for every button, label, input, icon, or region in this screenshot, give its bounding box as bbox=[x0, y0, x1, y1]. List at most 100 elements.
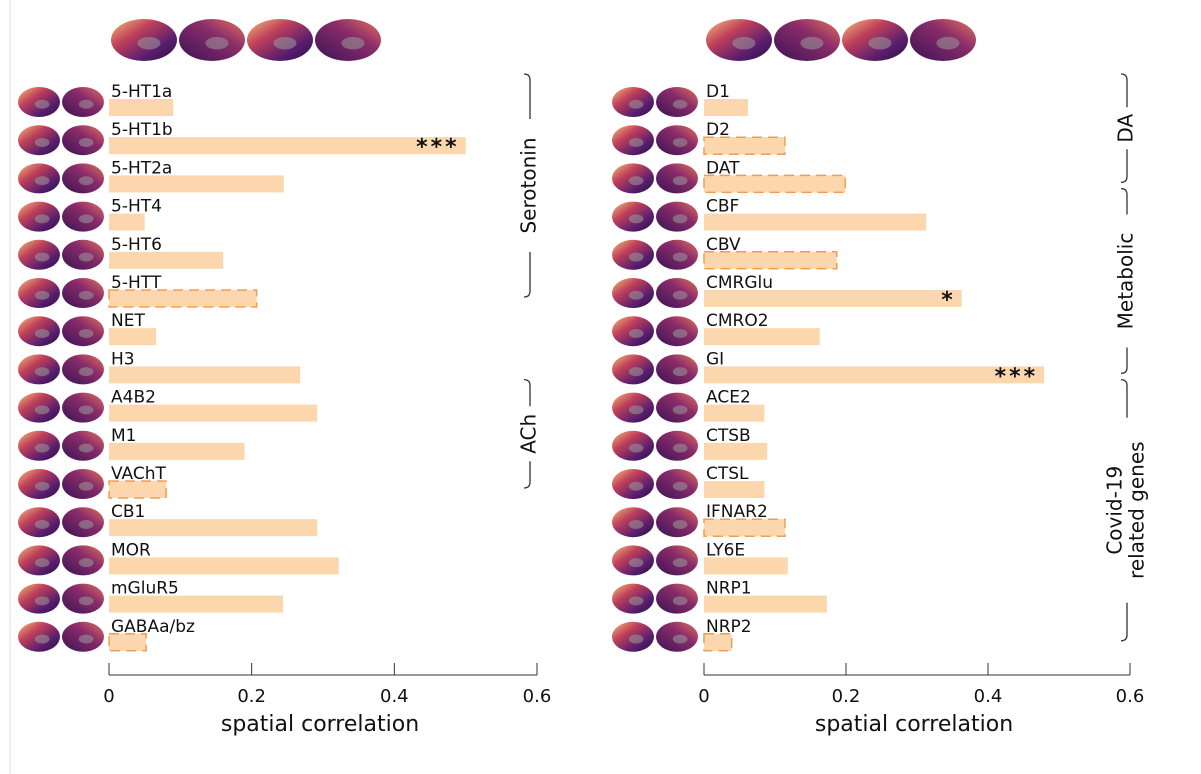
brain-medial bbox=[273, 36, 297, 50]
brain-medial bbox=[341, 36, 365, 50]
bar bbox=[704, 481, 765, 498]
group-bracket bbox=[523, 378, 531, 489]
brain-medial bbox=[628, 558, 644, 568]
group-label: Covid-19 bbox=[1103, 466, 1127, 555]
brain-medial bbox=[34, 214, 50, 224]
group-label: Serotonin bbox=[517, 137, 541, 233]
brain-medial bbox=[628, 328, 644, 338]
category-label: D1 bbox=[706, 82, 730, 102]
brain-medial bbox=[628, 99, 644, 109]
brain-medial bbox=[78, 290, 94, 300]
brain-medial bbox=[34, 99, 50, 109]
bar bbox=[109, 213, 145, 231]
brain-medial bbox=[34, 176, 50, 186]
brain-medial bbox=[628, 596, 644, 606]
x-tick-label: 0.4 bbox=[380, 686, 409, 707]
brain-medial bbox=[672, 137, 688, 147]
brain-medial bbox=[78, 443, 94, 453]
category-label: mGluR5 bbox=[111, 579, 179, 599]
bar bbox=[109, 404, 318, 422]
bar bbox=[703, 518, 786, 537]
category-label: CB1 bbox=[111, 502, 145, 522]
brain-medial bbox=[800, 36, 824, 50]
bar bbox=[109, 519, 318, 537]
brain-medial bbox=[78, 328, 94, 338]
group-label: Metabolic bbox=[1114, 233, 1138, 330]
category-label: DAT bbox=[706, 158, 740, 178]
bar bbox=[109, 99, 174, 116]
brain-medial bbox=[672, 328, 688, 338]
brain-medial bbox=[628, 367, 644, 377]
category-label: IFNAR2 bbox=[706, 502, 768, 522]
category-label: 5-HT6 bbox=[111, 235, 162, 255]
category-label: GI bbox=[706, 349, 724, 369]
category-label: D2 bbox=[706, 120, 730, 140]
bar bbox=[108, 480, 167, 499]
brain-medial bbox=[34, 367, 50, 377]
brain-medial bbox=[672, 481, 688, 491]
category-label: CMRO2 bbox=[706, 311, 769, 331]
bar bbox=[703, 633, 733, 652]
brain-medial bbox=[672, 443, 688, 453]
brain-medial bbox=[628, 634, 644, 644]
brain-medial bbox=[628, 290, 644, 300]
bar bbox=[108, 289, 258, 308]
x-tick-label: 0.2 bbox=[237, 686, 266, 707]
x-axis-label: spatial correlation bbox=[221, 712, 419, 737]
brain-medial bbox=[628, 519, 644, 529]
brain-medial bbox=[868, 36, 892, 50]
brain-medial bbox=[34, 634, 50, 644]
bar bbox=[109, 328, 157, 346]
brain-medial bbox=[78, 99, 94, 109]
brain-medial bbox=[628, 214, 644, 224]
brain-medial bbox=[205, 36, 229, 50]
brain-medial bbox=[34, 558, 50, 568]
brain-medial bbox=[732, 36, 756, 50]
category-label: 5-HT4 bbox=[111, 197, 162, 217]
bar bbox=[703, 251, 838, 270]
bar bbox=[703, 136, 786, 155]
bar bbox=[704, 99, 749, 116]
brain-medial bbox=[672, 252, 688, 262]
bar bbox=[704, 290, 962, 307]
bar bbox=[704, 328, 820, 346]
category-label: 5-HT1a bbox=[111, 82, 172, 102]
bar bbox=[109, 557, 339, 575]
brain-medial bbox=[34, 443, 50, 453]
x-tick-label: 0.6 bbox=[523, 686, 552, 707]
category-label: MOR bbox=[111, 540, 151, 560]
brain-medial bbox=[672, 367, 688, 377]
brain-medial bbox=[34, 519, 50, 529]
bar bbox=[108, 633, 147, 652]
category-label: NRP1 bbox=[706, 579, 752, 599]
category-label: VAChT bbox=[111, 464, 167, 484]
bar bbox=[704, 557, 788, 575]
brain-medial bbox=[672, 176, 688, 186]
group-label: related genes bbox=[1125, 441, 1149, 579]
brain-medial bbox=[672, 99, 688, 109]
bar bbox=[109, 175, 284, 193]
x-tick-label: 0 bbox=[698, 686, 709, 707]
category-label: CTSL bbox=[706, 464, 749, 484]
x-tick-label: 0.4 bbox=[974, 686, 1003, 707]
brain-medial bbox=[672, 558, 688, 568]
brain-medial bbox=[628, 252, 644, 262]
category-label: H3 bbox=[111, 349, 135, 369]
brain-medial bbox=[34, 252, 50, 262]
group-bracket bbox=[1120, 378, 1128, 642]
brain-medial bbox=[628, 176, 644, 186]
category-label: CTSB bbox=[706, 426, 751, 446]
brain-medial bbox=[78, 214, 94, 224]
category-label: GABAa/bz bbox=[111, 617, 195, 637]
brain-medial bbox=[628, 137, 644, 147]
brain-medial bbox=[34, 405, 50, 415]
brain-medial bbox=[672, 290, 688, 300]
brain-medial bbox=[34, 328, 50, 338]
brain-medial bbox=[672, 634, 688, 644]
group-label: ACh bbox=[517, 414, 541, 454]
brain-medial bbox=[628, 405, 644, 415]
x-axis-label: spatial correlation bbox=[815, 712, 1013, 737]
x-tick-label: 0.2 bbox=[832, 686, 861, 707]
group-bracket bbox=[1120, 187, 1128, 375]
